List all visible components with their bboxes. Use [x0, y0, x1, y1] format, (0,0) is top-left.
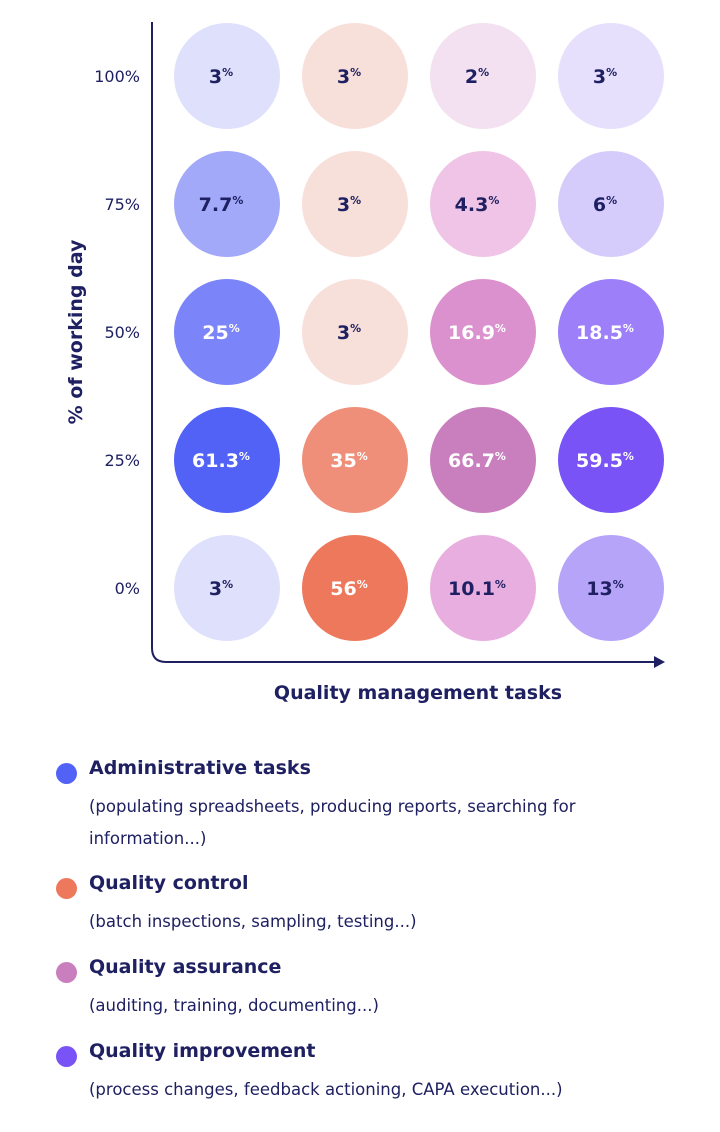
cell-value-label: 13% [586, 578, 623, 600]
y-tick-label: 0% [115, 579, 140, 598]
cell-bubble [302, 407, 408, 513]
cell-value-label: 6% [593, 194, 617, 216]
cell-value-label: 3% [209, 66, 233, 88]
legend-title: Quality improvement [89, 1040, 316, 1062]
y-axis-label: % of working day [65, 239, 87, 424]
cell-value-label: 3% [337, 66, 361, 88]
legend-description: (batch inspections, sampling, testing...… [89, 912, 417, 931]
cell-bubble [558, 23, 664, 129]
cell-bubble [174, 535, 280, 641]
cell-bubble [558, 279, 664, 385]
cell-value-label: 3% [209, 578, 233, 600]
cell-value-label: 3% [337, 322, 361, 344]
x-axis-label: Quality management tasks [274, 682, 562, 704]
legend-description: (auditing, training, documenting...) [89, 996, 379, 1015]
y-tick-label: 75% [104, 195, 140, 214]
cell-value-label: 4.3% [455, 194, 500, 216]
cell-bubble [430, 279, 536, 385]
axes [151, 22, 656, 663]
cell-bubble [558, 151, 664, 257]
cell-bubble [302, 23, 408, 129]
legend-description: (process changes, feedback actioning, CA… [89, 1080, 563, 1099]
y-tick-label: 25% [104, 451, 140, 470]
cell-value-label: 16.9% [448, 322, 506, 344]
cell-bubble [430, 407, 536, 513]
cell-value-label: 56% [330, 578, 367, 600]
cell-bubble [302, 279, 408, 385]
y-tick-label: 50% [104, 323, 140, 342]
cell-value-label: 59.5% [576, 450, 634, 472]
cell-bubble [174, 151, 280, 257]
cell-value-label: 7.7% [199, 194, 244, 216]
legend-title: Quality assurance [89, 956, 282, 978]
cell-bubble [430, 535, 536, 641]
cell-bubble [174, 23, 280, 129]
y-tick-label: 100% [94, 67, 140, 86]
cell-bubble [174, 279, 280, 385]
legend-dot [56, 962, 77, 983]
legend-title: Quality control [89, 872, 249, 894]
cell-value-label: 18.5% [576, 322, 634, 344]
legend-dot [56, 763, 77, 784]
cell-value-label: 10.1% [448, 578, 506, 600]
cell-value-label: 25% [202, 322, 239, 344]
cell-bubble [558, 407, 664, 513]
cell-bubble [558, 535, 664, 641]
legend-title: Administrative tasks [89, 757, 311, 779]
cell-bubble [302, 151, 408, 257]
cell-bubble [302, 535, 408, 641]
bubble-heatmap-chart: 3% 3% 2% 3% 7.7% 3% 4.3% 6% 25% 3% 16.9% 18.5% 61.3%… [65, 22, 665, 704]
cell-bubble [430, 23, 536, 129]
cell-value-label: 3% [337, 194, 361, 216]
legend-description: (populating spreadsheets, producing repo… [89, 797, 576, 848]
cell-value-label: 35% [330, 450, 367, 472]
cell-value-label: 61.3% [192, 450, 250, 472]
x-axis-arrow [654, 656, 665, 668]
cell-bubble [430, 151, 536, 257]
cell-value-label: 2% [465, 66, 489, 88]
cell-value-label: 3% [593, 66, 617, 88]
legend-dot [56, 1046, 77, 1067]
legend-dot [56, 878, 77, 899]
cell-bubble [174, 407, 280, 513]
cell-value-label: 66.7% [448, 450, 506, 472]
